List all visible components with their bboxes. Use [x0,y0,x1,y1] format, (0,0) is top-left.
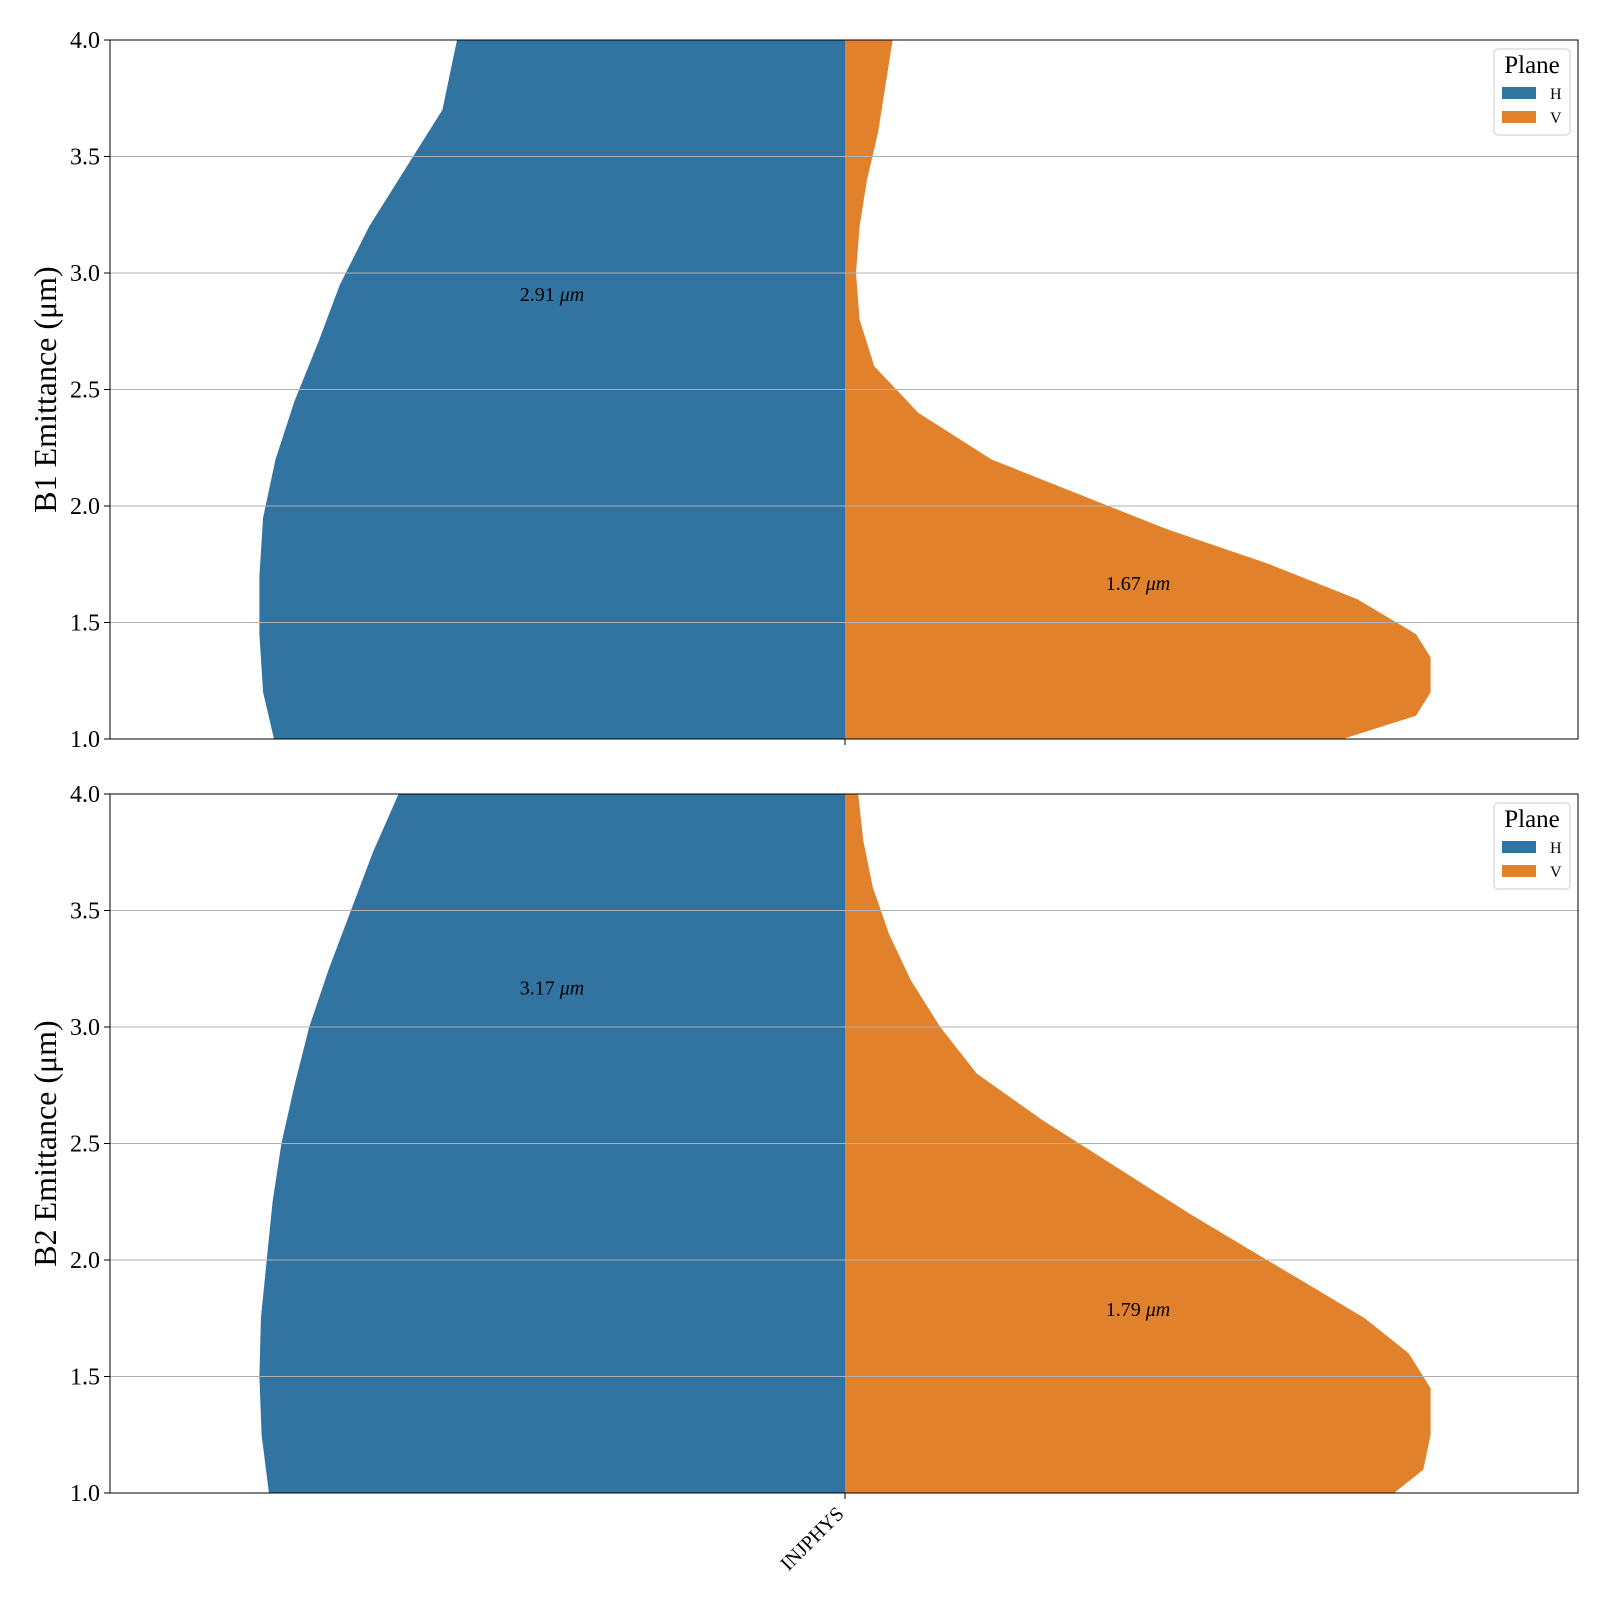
violin-half-v [845,40,1431,739]
legend-title: Plane [1504,806,1560,833]
annotation-unit: μm [1145,1299,1170,1321]
legend-label-v: V [1550,864,1562,881]
legend-swatch-v [1502,111,1536,123]
violin-half-v [845,794,1431,1493]
annotation-h: 2.91 μm [520,284,584,306]
y-tick-label: 2.0 [70,1248,100,1274]
annotation-unit: μm [559,284,584,306]
legend-swatch-h [1502,87,1536,99]
annotation-unit: μm [1145,573,1170,595]
legend-label-h: H [1550,840,1562,857]
panel-b1: 2.91 μm1.67 μm1.01.52.02.53.03.54.0B1 Em… [27,28,1579,753]
legend-label-h: H [1550,86,1562,103]
y-tick-label: 4.0 [70,782,100,808]
legend-swatch-h [1502,841,1536,853]
annotation-value: 2.91 [520,284,555,306]
y-tick-label: 3.0 [70,1015,100,1041]
y-tick-label: 1.0 [70,1481,100,1507]
shared-x-axis: INJPHYS [776,1503,848,1575]
annotation-value: 1.79 [1106,1299,1141,1321]
legend-swatch-v [1502,865,1536,877]
annotation-h: 3.17 μm [520,977,584,999]
annotation-value: 3.17 [520,977,555,999]
annotation-v: 1.67 μm [1106,573,1170,595]
y-tick-label: 3.5 [70,145,100,171]
y-tick-label: 1.5 [70,1365,100,1391]
y-tick-label: 2.0 [70,494,100,520]
annotation-unit: μm [559,977,584,999]
y-tick-label: 3.5 [70,899,100,925]
legend-label-v: V [1550,110,1562,127]
x-tick-label-injphys: INJPHYS [776,1503,848,1575]
y-tick-label: 1.0 [70,727,100,753]
y-tick-label: 4.0 [70,28,100,54]
y-tick-label: 2.5 [70,378,100,404]
panel-b2: 3.17 μm1.79 μm1.01.52.02.53.03.54.0B2 Em… [27,782,1579,1507]
y-tick-label: 2.5 [70,1132,100,1158]
y-axis-label: B2 Emittance (μm) [27,1020,63,1266]
annotation-value: 1.67 [1106,573,1141,595]
y-tick-label: 3.0 [70,261,100,287]
annotation-v: 1.79 μm [1106,1299,1170,1321]
legend-title: Plane [1504,52,1560,79]
y-axis-label: B1 Emittance (μm) [27,266,63,512]
y-tick-label: 1.5 [70,611,100,637]
